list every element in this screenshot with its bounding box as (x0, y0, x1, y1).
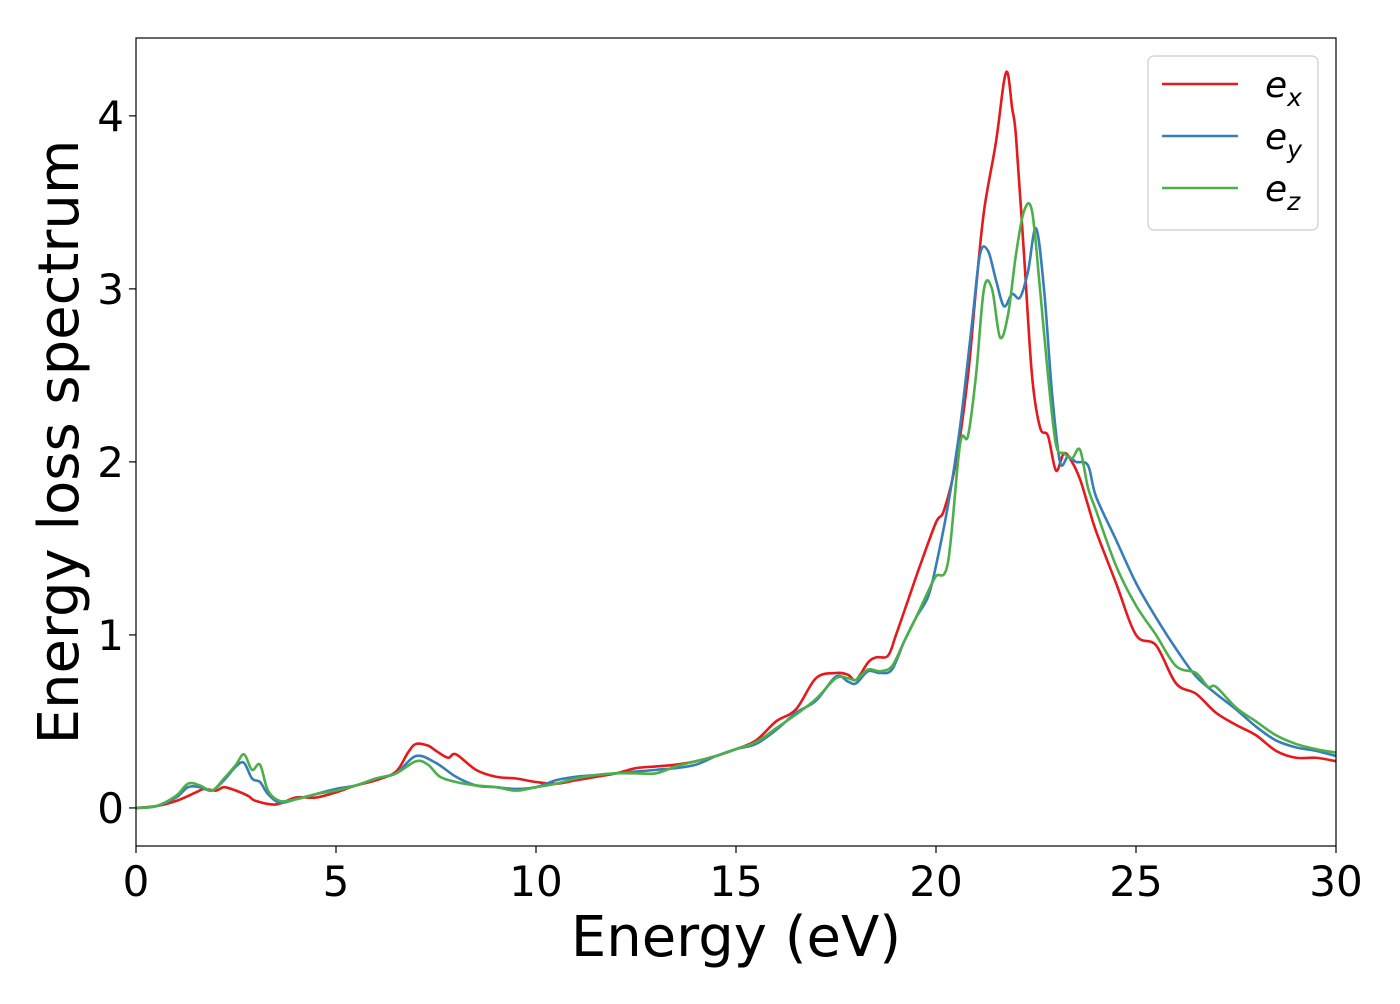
x-tick-label: 25 (1109, 857, 1162, 906)
x-tick-label: 5 (323, 857, 350, 906)
series-line-y (136, 227, 1336, 810)
y-axis-label: Energy loss spectrum (27, 140, 92, 745)
x-tick-label: 10 (509, 857, 562, 906)
plot-area (136, 70, 1336, 810)
legend-label-y: ey (1265, 117, 1303, 164)
series-line-z (136, 202, 1336, 810)
y-tick-label: 1 (97, 611, 124, 660)
y-tick-label: 2 (97, 438, 124, 487)
x-tick-label: 15 (709, 857, 762, 906)
legend-label-z: ez (1265, 169, 1301, 216)
x-tick-label: 20 (909, 857, 962, 906)
legend-box (1147, 55, 1319, 231)
legend: ex ey ez (1147, 55, 1319, 231)
legend-label-x: ex (1265, 65, 1302, 112)
x-axis-label: Energy (eV) (571, 905, 901, 970)
y-tick-label: 3 (97, 265, 124, 314)
x-tick-label: 30 (1309, 857, 1362, 906)
y-tick-label: 0 (97, 784, 124, 833)
x-tick-label: 0 (123, 857, 150, 906)
y-axis: 0 1 2 3 4 (97, 92, 136, 833)
y-tick-label: 4 (97, 92, 124, 141)
x-axis: 0 5 10 15 20 25 30 (123, 846, 1363, 906)
